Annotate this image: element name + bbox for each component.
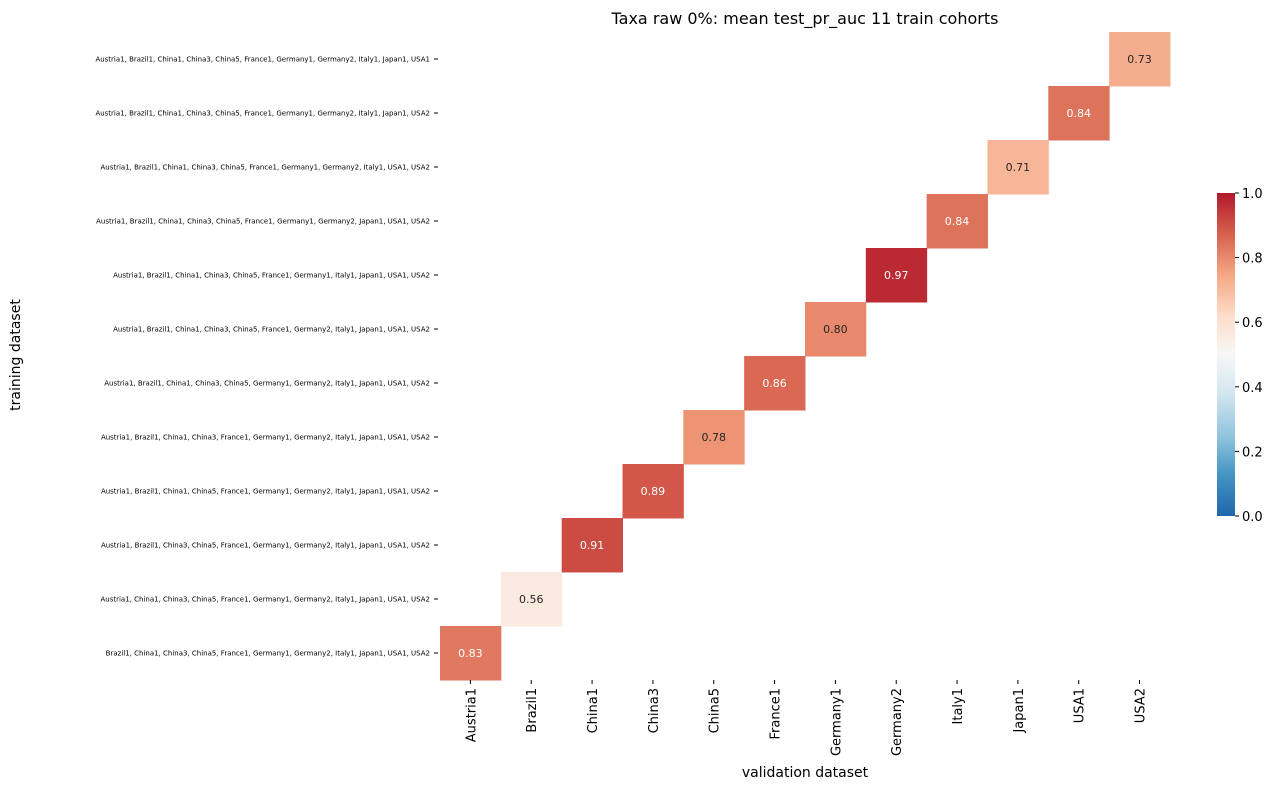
cell-value-label: 0.83 (458, 647, 483, 660)
x-tick-label: USA2 (1134, 688, 1149, 723)
heatmap-cell (926, 194, 988, 249)
heatmap-cells: 0.73 0.84 0.71 0.84 0.97 0.80 0.86 0.78 0.89 0.91… (440, 32, 1171, 681)
colorbar-tick-label: 1.0 (1242, 187, 1263, 202)
heatmap-cell (804, 302, 867, 357)
y-tick-label: Austria1, Brazil1, China1, China3, China… (95, 56, 430, 64)
cell-value-label: 0.56 (519, 593, 544, 606)
colorbar: 0.0 0.2 0.4 0.6 0.8 1.0 (1217, 187, 1263, 525)
x-axis-label: validation dataset (742, 765, 869, 781)
cell-value-label: 0.86 (762, 377, 787, 390)
x-tick-label: Germany2 (890, 688, 905, 756)
x-tick-label: China5 (708, 688, 723, 733)
colorbar-tick-label: 0.8 (1242, 252, 1263, 267)
x-tick-label: China1 (586, 688, 601, 733)
chart-title: Taxa raw 0%: mean test_pr_auc 11 train c… (611, 9, 999, 29)
heatmap-cell (1048, 86, 1110, 141)
colorbar-tick-label: 0.0 (1242, 510, 1263, 525)
heatmap-cell (1109, 32, 1171, 87)
heatmap-cell (987, 140, 1049, 195)
cell-value-label: 0.73 (1127, 53, 1152, 66)
colorbar-tick-label: 0.6 (1242, 316, 1263, 331)
y-tick-label: Austria1, Brazil1, China1, China5, Franc… (101, 488, 430, 496)
x-tick-label: Japan1 (1012, 688, 1027, 734)
x-tick-label: France1 (769, 688, 784, 740)
heatmap-cell (622, 464, 684, 519)
y-tick-label: Austria1, Brazil1, China1, China3, China… (100, 164, 430, 172)
y-tick-label: Austria1, Brazil1, China1, China3, China… (113, 326, 430, 334)
x-tick-label: Brazil1 (525, 688, 540, 733)
x-tick-label: USA1 (1073, 688, 1088, 723)
y-tick-label: Austria1, Brazil1, China1, China3, China… (113, 272, 430, 280)
x-tick-label: Austria1 (464, 688, 479, 742)
y-tick-label: Austria1, Brazil1, China1, China3, Franc… (101, 434, 430, 442)
colorbar-tick-label: 0.2 (1242, 445, 1263, 460)
cell-value-label: 0.89 (641, 485, 666, 498)
cell-value-label: 0.84 (1066, 107, 1091, 120)
cell-value-label: 0.80 (823, 323, 848, 336)
x-tick-label: Italy1 (951, 688, 966, 724)
y-axis-label: training dataset (8, 299, 24, 411)
cell-value-label: 0.71 (1006, 161, 1031, 174)
heatmap-cell (744, 356, 806, 411)
heatmap-cell (440, 626, 502, 681)
cell-value-label: 0.91 (580, 539, 605, 552)
y-tick-label: Austria1, Brazil1, China1, China3, China… (104, 380, 430, 388)
y-tick-label: Austria1, Brazil1, China1, China3, China… (95, 110, 430, 118)
y-tick-label: Brazil1, China1, China3, China5, France1… (106, 650, 430, 658)
heatmap-cell (561, 518, 623, 573)
x-tick-labels: Austria1 Brazil1 China1 China3 China5 France1… (464, 680, 1149, 756)
colorbar-ticks: 0.0 0.2 0.4 0.6 0.8 1.0 (1235, 187, 1263, 525)
heatmap-cell (865, 248, 928, 303)
cell-value-label: 0.78 (701, 431, 726, 444)
x-tick-label: China3 (647, 688, 662, 733)
colorbar-tick-label: 0.4 (1242, 381, 1263, 396)
cell-value-label: 0.84 (945, 215, 970, 228)
cell-value-label: 0.97 (884, 269, 909, 282)
y-tick-label: Austria1, Brazil1, China1, China3, China… (96, 218, 430, 226)
heatmap-cell (500, 572, 563, 627)
y-tick-label: Austria1, China1, China3, China5, France… (100, 596, 430, 604)
colorbar-gradient (1217, 193, 1235, 516)
y-tick-labels: Austria1, Brazil1, China1, China3, China… (95, 56, 438, 658)
x-tick-label: Germany1 (829, 688, 844, 756)
heatmap-cell (683, 410, 745, 465)
y-tick-label: Austria1, Brazil1, China3, China5, Franc… (101, 542, 430, 550)
